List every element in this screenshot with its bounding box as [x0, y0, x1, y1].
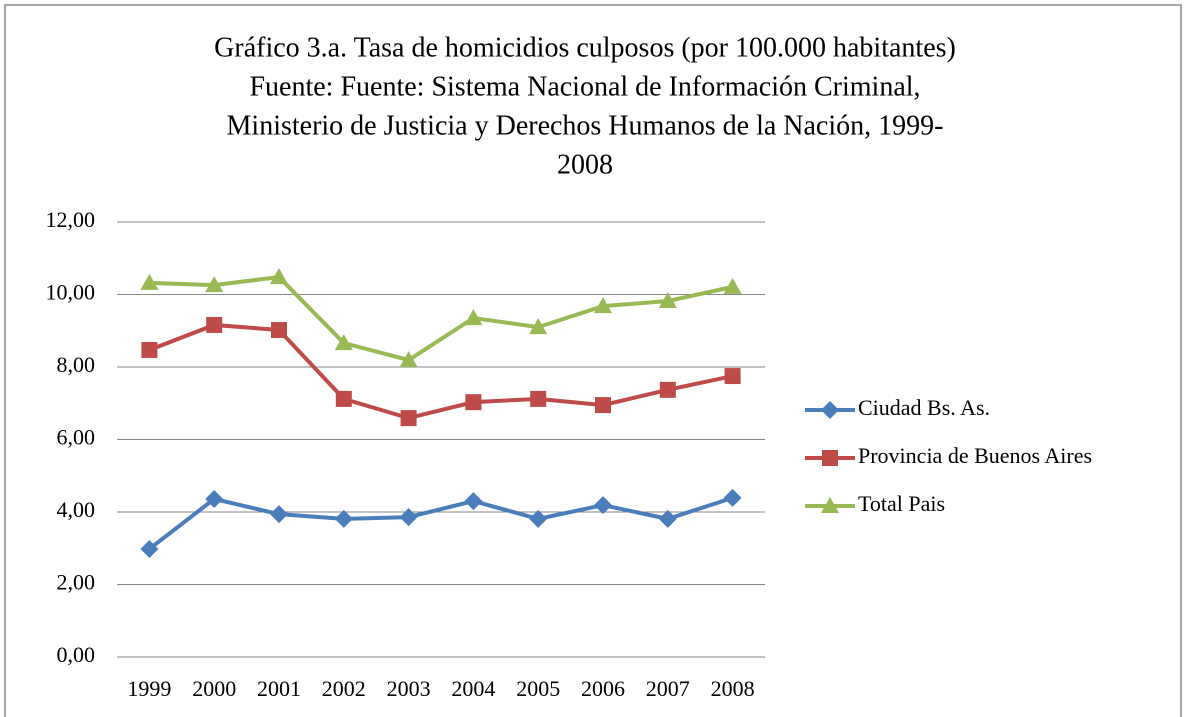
data-point: [529, 509, 548, 528]
data-point: [658, 509, 677, 528]
y-tick-label: 0,00: [57, 642, 96, 667]
data-point: [141, 341, 158, 358]
data-point: [271, 322, 287, 339]
data-point: [529, 318, 548, 335]
x-tick-label: 2003: [387, 676, 431, 701]
y-tick-label: 4,00: [57, 497, 96, 522]
y-tick-label: 6,00: [57, 425, 96, 450]
data-point: [465, 394, 482, 411]
x-tick-label: 2001: [257, 676, 301, 701]
data-point: [724, 368, 741, 385]
x-tick-label: 1999: [127, 676, 171, 701]
x-tick-label: 2006: [581, 676, 625, 701]
x-tick-label: 2007: [646, 676, 690, 701]
legend-label: Ciudad Bs. As.: [858, 395, 990, 420]
data-point: [140, 273, 159, 290]
chart-border: [4, 4, 1182, 717]
y-tick-label: 2,00: [57, 570, 96, 595]
data-point: [335, 390, 352, 407]
data-point: [595, 397, 611, 414]
y-tick-label: 10,00: [46, 280, 96, 305]
data-point: [205, 489, 224, 508]
y-tick-label: 12,00: [46, 207, 96, 232]
x-tick-label: 2008: [711, 676, 755, 701]
data-point: [594, 297, 612, 314]
chart-title: 2008: [557, 149, 613, 180]
data-point: [594, 496, 612, 515]
chart-title: Ministerio de Justicia y Derechos Humano…: [227, 110, 944, 141]
data-point: [334, 334, 353, 351]
x-tick-label: 2000: [192, 676, 236, 701]
data-point: [530, 390, 547, 407]
chart-title: Gráfico 3.a. Tasa de homicidios culposos…: [214, 32, 956, 63]
legend-marker: [822, 450, 838, 466]
data-point: [140, 539, 159, 558]
series-line: [149, 274, 734, 363]
chart-title: Fuente: Fuente: Sistema Nacional de Info…: [249, 71, 920, 102]
legend-label: Provincia de Buenos Aires: [858, 443, 1092, 468]
data-point: [270, 505, 288, 524]
x-tick-label: 2005: [516, 676, 560, 701]
data-point: [400, 410, 417, 427]
data-point: [464, 309, 483, 326]
data-point: [205, 276, 224, 293]
data-point: [659, 381, 676, 398]
data-point: [334, 509, 353, 528]
data-point: [399, 351, 418, 368]
legend-label: Total Pais: [858, 491, 945, 516]
series-line: [148, 322, 734, 421]
data-point: [658, 292, 677, 309]
data-point: [206, 316, 223, 333]
legend-marker: [821, 401, 839, 419]
y-tick-label: 8,00: [57, 352, 96, 377]
x-tick-label: 2002: [322, 676, 366, 701]
legend-marker: [821, 497, 839, 513]
data-point: [464, 492, 483, 511]
x-tick-label: 2004: [451, 676, 495, 701]
data-point: [723, 277, 742, 294]
series-line: [148, 495, 734, 551]
data-point: [399, 508, 418, 527]
data-point: [270, 268, 288, 285]
data-point: [723, 488, 742, 507]
